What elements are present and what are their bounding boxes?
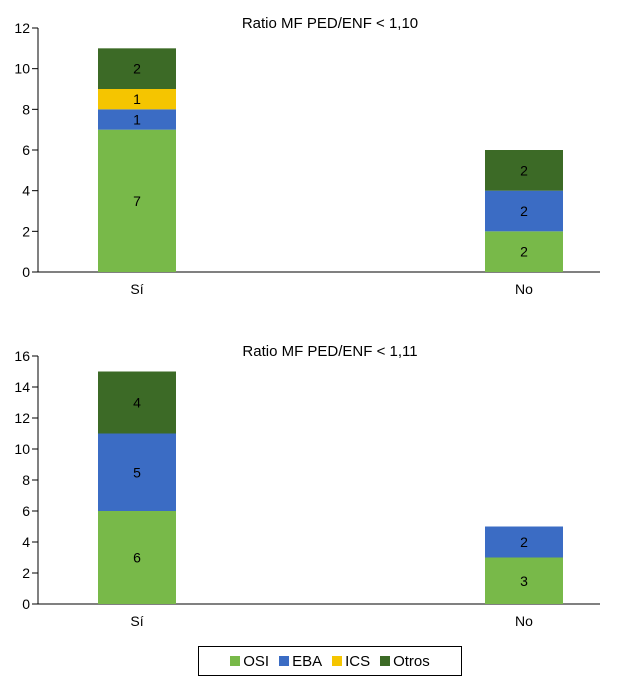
data-label: 2: [520, 162, 528, 178]
y-tick-label: 12: [14, 410, 30, 426]
legend-label-ics: ICS: [345, 652, 371, 670]
y-tick-label: 8: [22, 101, 30, 117]
y-tick-label: 12: [14, 20, 30, 36]
y-tick-label: 2: [22, 223, 30, 239]
data-label: 1: [133, 91, 141, 107]
bar-segment-otros: [98, 371, 176, 434]
bar-segment-eba: [485, 190, 563, 232]
data-label: 2: [520, 534, 528, 550]
y-tick-label: 16: [14, 348, 30, 364]
x-tick-label: No: [515, 281, 533, 297]
y-tick-label: 6: [22, 142, 30, 158]
legend-item-eba: EBA: [279, 653, 322, 670]
data-label: 4: [133, 395, 141, 411]
data-label: 6: [133, 550, 141, 566]
legend-item-otros: Otros: [380, 653, 430, 670]
x-tick-label: Sí: [130, 281, 143, 297]
y-tick-label: 6: [22, 503, 30, 519]
chart-title: Ratio MF PED/ENF < 1,11: [242, 343, 417, 360]
bar-segment-otros: [98, 48, 176, 89]
legend-swatch-eba: [279, 656, 290, 666]
bar-segment-osi: [98, 511, 176, 604]
data-label: 7: [133, 193, 141, 209]
bar-segment-osi: [98, 129, 176, 272]
bar-segment-eba: [98, 433, 176, 511]
data-label: 1: [133, 112, 141, 128]
data-label: 2: [520, 244, 528, 260]
x-tick-label: Sí: [130, 613, 143, 629]
data-label: 5: [133, 464, 141, 480]
bar-segment-eba: [485, 526, 563, 558]
x-tick-label: No: [515, 613, 533, 629]
data-label: 3: [520, 573, 528, 589]
y-tick-label: 14: [14, 379, 30, 395]
legend-swatch-otros: [380, 656, 391, 666]
y-tick-label: 0: [22, 264, 30, 280]
chart-title: Ratio MF PED/ENF < 1,10: [242, 15, 418, 32]
stacked-bar-figure: Ratio MF PED/ENF < 1,10024681012Sí7112No…: [14, 15, 600, 629]
y-tick-label: 10: [14, 441, 30, 457]
bar-segment-eba: [98, 109, 176, 130]
y-tick-label: 10: [14, 61, 30, 77]
y-tick-label: 0: [22, 596, 30, 612]
legend-label-otros: Otros: [393, 652, 430, 670]
y-tick-label: 4: [22, 534, 30, 550]
legend-item-osi: OSI: [230, 653, 269, 670]
y-tick-label: 8: [22, 472, 30, 488]
legend-label-eba: EBA: [292, 652, 323, 670]
chart-legend: OSI EBA ICS Otros: [198, 646, 462, 676]
bar-segment-osi: [485, 231, 563, 272]
y-tick-label: 2: [22, 565, 30, 581]
y-tick-label: 4: [22, 183, 30, 199]
legend-label-osi: OSI: [243, 652, 270, 670]
legend-item-ics: ICS: [332, 653, 370, 670]
data-label: 2: [133, 61, 141, 77]
bar-segment-otros: [485, 150, 563, 191]
legend-swatch-ics: [332, 656, 343, 666]
legend-swatch-osi: [230, 656, 241, 666]
bar-segment-osi: [485, 557, 563, 604]
bar-segment-ics: [98, 89, 176, 110]
data-label: 2: [520, 203, 528, 219]
